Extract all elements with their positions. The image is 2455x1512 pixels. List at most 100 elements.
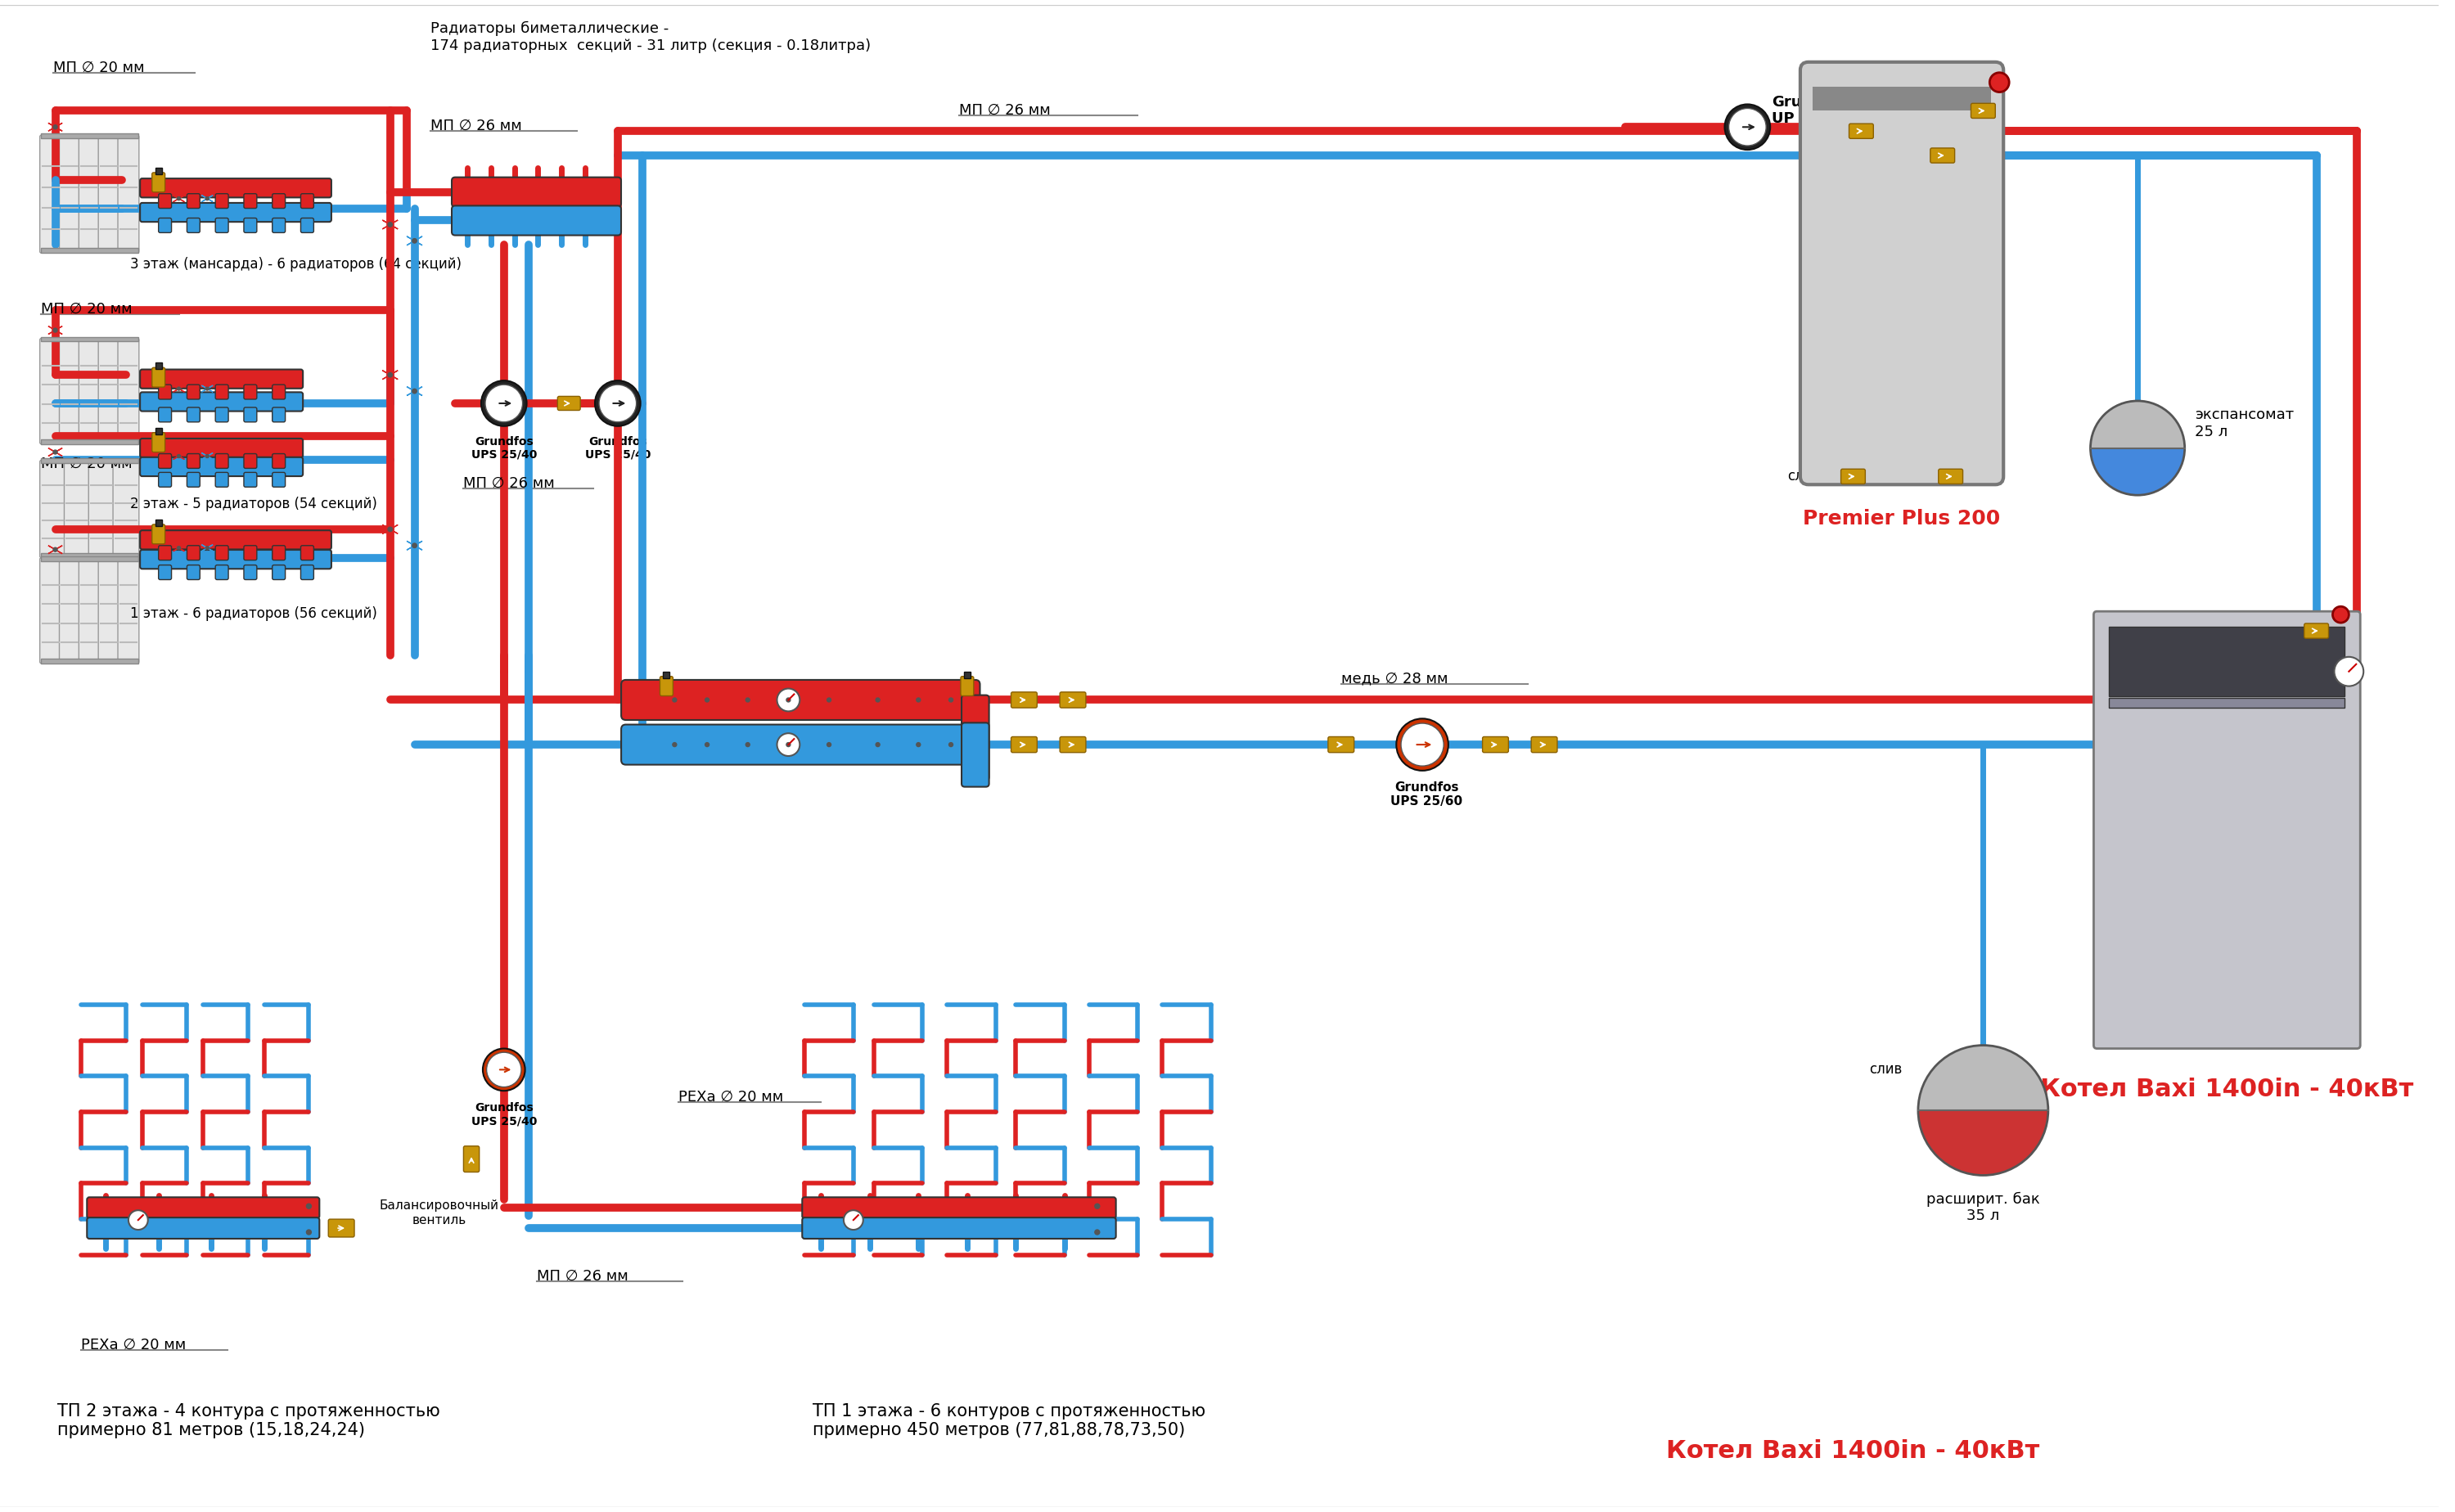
FancyBboxPatch shape [273, 454, 285, 469]
FancyBboxPatch shape [39, 460, 66, 558]
Text: 1 этаж - 6 радиаторов (56 секций): 1 этаж - 6 радиаторов (56 секций) [130, 606, 378, 621]
Polygon shape [700, 741, 714, 748]
Circle shape [827, 699, 832, 702]
Circle shape [1728, 109, 1765, 145]
Circle shape [1989, 73, 2008, 92]
Text: Baxi: Baxi [1876, 266, 1910, 281]
Circle shape [412, 543, 417, 547]
Circle shape [2335, 656, 2364, 686]
Polygon shape [383, 221, 398, 228]
Text: Premier Plus 200: Premier Plus 200 [1802, 510, 2001, 529]
Text: МП ∅ 26 мм: МП ∅ 26 мм [960, 103, 1051, 118]
Circle shape [916, 742, 921, 747]
Polygon shape [408, 236, 422, 245]
Polygon shape [49, 448, 61, 457]
Polygon shape [1088, 1228, 1105, 1237]
Circle shape [206, 455, 209, 458]
FancyBboxPatch shape [160, 407, 172, 422]
FancyBboxPatch shape [140, 369, 302, 389]
Text: экспансомат
25 л: экспансомат 25 л [2195, 407, 2293, 438]
FancyBboxPatch shape [152, 367, 164, 387]
FancyBboxPatch shape [187, 565, 199, 579]
Circle shape [746, 742, 749, 747]
Circle shape [206, 387, 209, 390]
Bar [965, 671, 970, 677]
FancyBboxPatch shape [160, 194, 172, 209]
FancyBboxPatch shape [273, 565, 285, 579]
Text: слив: слив [1868, 1063, 1903, 1077]
FancyBboxPatch shape [243, 407, 258, 422]
FancyBboxPatch shape [59, 135, 81, 253]
FancyBboxPatch shape [452, 206, 621, 236]
Polygon shape [781, 741, 795, 748]
Circle shape [388, 528, 393, 532]
Polygon shape [49, 546, 61, 553]
Circle shape [2332, 606, 2349, 623]
Bar [42, 438, 137, 445]
FancyBboxPatch shape [79, 558, 101, 664]
Circle shape [1402, 723, 1444, 767]
Polygon shape [781, 696, 795, 705]
Circle shape [845, 1210, 864, 1229]
Circle shape [412, 389, 417, 393]
Circle shape [412, 239, 417, 243]
Polygon shape [201, 195, 214, 201]
Polygon shape [668, 741, 682, 748]
Polygon shape [408, 541, 422, 550]
FancyBboxPatch shape [140, 438, 302, 458]
Bar [663, 671, 670, 677]
Polygon shape [1088, 1228, 1105, 1237]
Circle shape [54, 328, 56, 333]
Circle shape [481, 381, 528, 426]
FancyBboxPatch shape [187, 472, 199, 487]
Polygon shape [408, 387, 422, 396]
Text: расширит. бак
35 л: расширит. бак 35 л [1927, 1191, 2040, 1223]
Bar [42, 553, 137, 558]
Circle shape [705, 699, 709, 702]
Polygon shape [408, 236, 422, 245]
Bar [2109, 627, 2345, 696]
Polygon shape [822, 741, 837, 748]
FancyBboxPatch shape [187, 407, 199, 422]
Text: 2 этаж - 5 радиаторов (54 секций): 2 этаж - 5 радиаторов (54 секций) [130, 497, 378, 511]
FancyBboxPatch shape [59, 339, 81, 445]
FancyBboxPatch shape [960, 676, 975, 696]
Text: МП ∅ 20 мм: МП ∅ 20 мм [42, 302, 133, 316]
Circle shape [206, 197, 209, 200]
Bar [2109, 699, 2345, 708]
Polygon shape [174, 195, 184, 201]
Polygon shape [943, 741, 957, 748]
Text: МП ∅ 26 мм: МП ∅ 26 мм [430, 119, 523, 133]
Text: МП ∅ 20 мм: МП ∅ 20 мм [54, 60, 145, 76]
Text: МП ∅ 20 мм: МП ∅ 20 мм [42, 457, 133, 470]
Circle shape [177, 546, 179, 549]
FancyBboxPatch shape [660, 676, 673, 696]
FancyBboxPatch shape [160, 384, 172, 399]
Polygon shape [174, 195, 184, 201]
FancyBboxPatch shape [216, 546, 228, 559]
Polygon shape [49, 327, 61, 334]
Polygon shape [872, 741, 884, 748]
FancyBboxPatch shape [300, 565, 314, 579]
FancyBboxPatch shape [39, 135, 61, 253]
Text: ТП 2 этажа - 4 контура с протяженностью
примерно 81 метров (15,18,24,24): ТП 2 этажа - 4 контура с протяженностью … [56, 1403, 439, 1438]
Text: РЕХа ∅ 20 мм: РЕХа ∅ 20 мм [678, 1090, 783, 1105]
Polygon shape [872, 696, 884, 705]
Circle shape [705, 742, 709, 747]
FancyBboxPatch shape [329, 1219, 354, 1237]
Polygon shape [383, 221, 398, 228]
FancyBboxPatch shape [160, 454, 172, 469]
Polygon shape [668, 696, 682, 705]
Circle shape [307, 1229, 312, 1235]
Polygon shape [300, 1202, 317, 1211]
FancyBboxPatch shape [118, 135, 140, 253]
Polygon shape [49, 546, 61, 553]
FancyBboxPatch shape [300, 194, 314, 209]
Polygon shape [201, 195, 214, 201]
Circle shape [54, 547, 56, 552]
FancyBboxPatch shape [187, 546, 199, 559]
Text: Grundfos
UPS 25/60: Grundfos UPS 25/60 [1390, 782, 1463, 807]
Circle shape [1095, 1229, 1100, 1235]
Circle shape [177, 455, 179, 458]
FancyBboxPatch shape [187, 218, 199, 233]
